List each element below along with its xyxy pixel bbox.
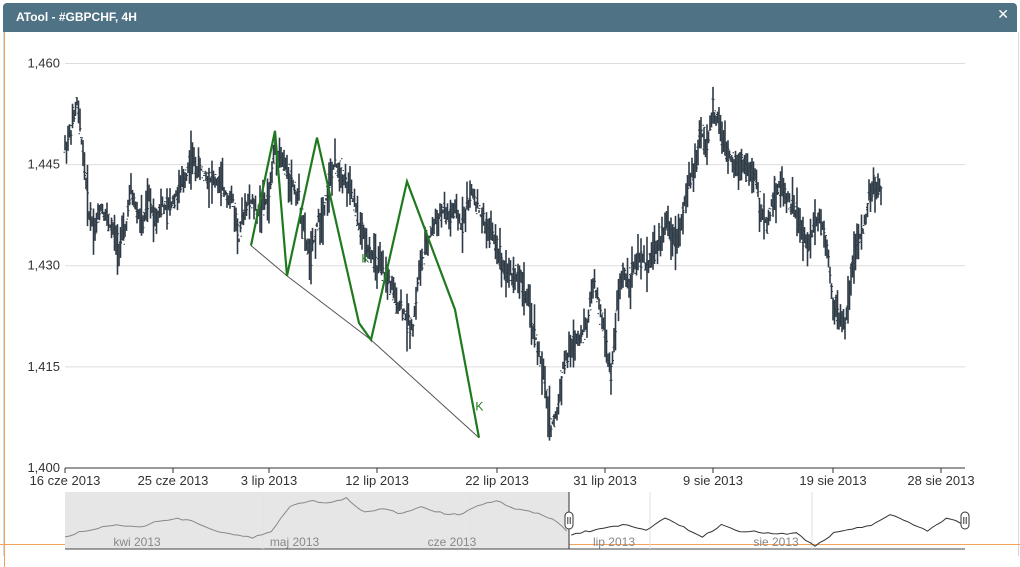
navigator-label: lip 2013 bbox=[593, 535, 635, 549]
x-tick-label: 28 sie 2013 bbox=[907, 473, 974, 488]
annotations: KK bbox=[361, 251, 483, 413]
trendline bbox=[250, 245, 480, 439]
x-tick-label: 16 cze 2013 bbox=[30, 473, 101, 488]
navigator-label: cze 2013 bbox=[428, 535, 477, 549]
x-tick-label: 25 cze 2013 bbox=[138, 473, 209, 488]
navigator-handle-body bbox=[960, 511, 970, 530]
navigator-label: sie 2013 bbox=[753, 535, 799, 549]
x-axis: 16 cze 2013 25 cze 2013 3 lip 2013 12 lip 2… bbox=[30, 468, 975, 488]
y-axis: 1,460 1,445 1,430 1,415 1,400 bbox=[27, 55, 60, 475]
zigzag-line bbox=[249, 130, 481, 438]
support-trendline bbox=[250, 245, 480, 439]
grid bbox=[65, 62, 965, 469]
window-titlebar: ATool - #GBPCHF, 4H ✕ bbox=[3, 3, 1017, 32]
navigator-handle-body bbox=[564, 511, 574, 530]
navigator-handle[interactable] bbox=[564, 511, 574, 530]
pattern-label: K bbox=[361, 251, 369, 265]
navigator[interactable]: kwi 2013 maj 2013 cze 2013 lip 2013 sie 2013 bbox=[64, 492, 970, 550]
navigator-label: maj 2013 bbox=[270, 535, 320, 549]
x-tick-label: 31 lip 2013 bbox=[573, 473, 637, 488]
pattern-label: K bbox=[475, 400, 483, 414]
x-tick-label: 3 lip 2013 bbox=[241, 473, 297, 488]
y-tick-label: 1,400 bbox=[27, 460, 60, 475]
y-tick-label: 1,445 bbox=[27, 157, 60, 172]
y-tick-label: 1,460 bbox=[27, 55, 60, 70]
y-tick-label: 1,430 bbox=[27, 258, 60, 273]
price-series bbox=[63, 86, 883, 441]
navigator-series-history bbox=[64, 496, 567, 539]
x-tick-label: 22 lip 2013 bbox=[465, 473, 529, 488]
x-tick-label: 9 sie 2013 bbox=[683, 473, 743, 488]
zigzag-pattern bbox=[249, 130, 481, 438]
x-tick-label: 19 sie 2013 bbox=[799, 473, 866, 488]
close-icon[interactable]: ✕ bbox=[997, 7, 1009, 23]
y-tick-label: 1,415 bbox=[27, 359, 60, 374]
navigator-label: kwi 2013 bbox=[113, 535, 161, 549]
navigator-handle[interactable] bbox=[960, 511, 970, 530]
window-title: ATool - #GBPCHF, 4H bbox=[16, 10, 137, 24]
crosshair-vertical bbox=[4, 32, 5, 567]
navigator-series-selected bbox=[571, 514, 966, 547]
x-tick-label: 12 lip 2013 bbox=[345, 473, 409, 488]
